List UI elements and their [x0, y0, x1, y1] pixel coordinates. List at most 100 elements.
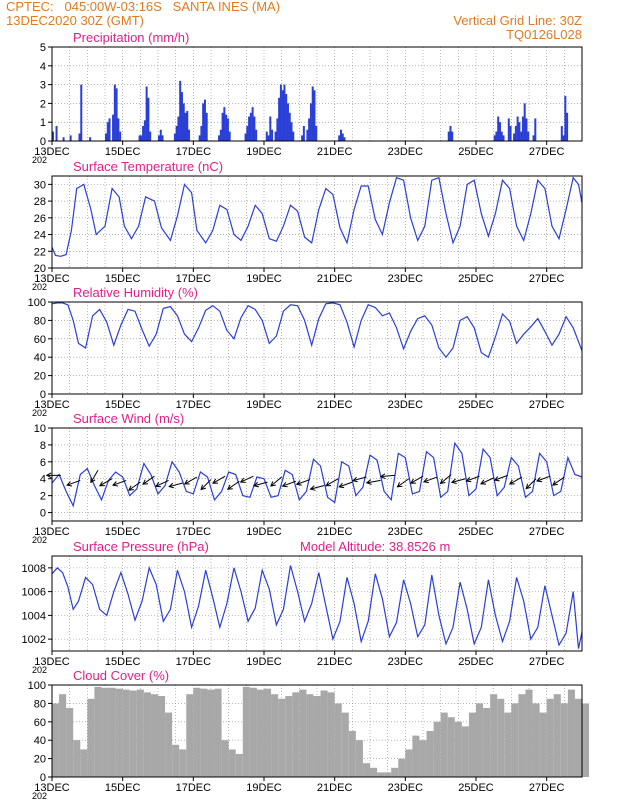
y-tick-label: 3: [40, 80, 46, 92]
cloud-bar: [129, 690, 137, 777]
y-tick-label: 4: [40, 61, 46, 73]
precip-bar: [179, 80, 182, 141]
cloud-bar: [440, 712, 448, 777]
precip-bar: [117, 118, 120, 141]
precip-bar: [269, 116, 272, 141]
x-tick-label: 21DEC: [317, 273, 353, 285]
x-tick-label: 15DEC: [105, 399, 141, 411]
x-tick-label: 19DEC: [246, 656, 282, 668]
cloud-bar: [384, 772, 392, 777]
wind-arrow: [525, 478, 537, 490]
panel-frame: [51, 175, 583, 269]
cloud-bar: [292, 692, 300, 777]
x-corner-label: 202: [32, 408, 47, 418]
panel-frame: [51, 301, 583, 395]
header-grid-line: Vertical Grid Line: 30Z: [453, 13, 582, 28]
precip-bar: [108, 118, 111, 141]
panel-3: 0 2 4 6 8 10 13DEC 15DEC 17DEC 19DEC 21DEC 23DEC 25D…: [32, 411, 583, 545]
cloud-bar: [476, 703, 484, 777]
cloud-bar: [426, 731, 434, 777]
x-tick-label: 17DEC: [176, 146, 212, 158]
y-tick-label: 2: [40, 98, 46, 110]
precip-bar: [223, 107, 226, 141]
precip-bar: [248, 116, 251, 141]
cloud-bar: [341, 712, 349, 777]
cloud-bar: [158, 696, 166, 777]
precip-bar: [279, 84, 282, 141]
wind-arrow: [309, 485, 325, 491]
precip-bar: [140, 135, 143, 141]
header-model: TQ0126L028: [506, 27, 582, 42]
precip-bar: [534, 118, 537, 141]
x-tick-label: 23DEC: [388, 273, 424, 285]
precip-bar: [177, 116, 180, 141]
precip-bar: [451, 131, 454, 141]
cloud-bar: [405, 749, 413, 777]
wind-arrow: [281, 480, 296, 488]
precip-bar: [292, 131, 295, 141]
y-tick-label: 100: [28, 297, 46, 309]
precip-bar: [221, 112, 224, 141]
precip-bar: [513, 133, 516, 141]
cloud-bar: [497, 698, 505, 777]
cloud-bar: [370, 767, 378, 777]
precip-bar: [265, 131, 268, 141]
x-tick-label: 27DEC: [529, 782, 565, 794]
x-corner-label: 202: [32, 535, 47, 545]
y-tick-label: 1008: [22, 563, 46, 575]
wind-arrow: [295, 479, 311, 486]
x-tick-label: 23DEC: [388, 399, 424, 411]
precip-bar: [105, 133, 107, 141]
series-line: [51, 176, 583, 257]
precip-bar: [184, 112, 187, 141]
cloud-bar: [186, 694, 194, 777]
x-tick-label: 13DEC: [34, 782, 70, 794]
y-tick-label: 0: [40, 508, 46, 520]
x-tick-label: 21DEC: [317, 399, 353, 411]
wind-arrow: [226, 480, 240, 490]
y-tick-label: 1006: [22, 587, 46, 599]
cloud-bar: [567, 689, 575, 777]
wind-arrow: [90, 470, 99, 484]
x-tick-label: 17DEC: [176, 782, 212, 794]
cloud-bar: [546, 698, 554, 777]
cloud-bar: [207, 689, 215, 777]
wind-arrow: [439, 474, 452, 485]
precip-bar: [286, 103, 289, 141]
x-tick-label: 21DEC: [317, 526, 353, 538]
x-tick-label: 23DEC: [388, 656, 424, 668]
precip-bar: [308, 118, 311, 141]
cloud-bar: [108, 687, 116, 777]
x-tick-label: 21DEC: [317, 146, 353, 158]
precip-bar: [285, 94, 288, 141]
precip-bar: [106, 122, 109, 141]
wind-arrow: [239, 475, 254, 483]
precip-bar: [149, 131, 152, 141]
cloud-bar: [412, 735, 420, 777]
x-tick-label: 25DEC: [458, 526, 494, 538]
precip-bar: [119, 131, 122, 141]
wind-arrow: [465, 475, 480, 483]
precip-bar: [502, 135, 505, 141]
precip-bar: [112, 114, 115, 141]
precip-bar: [507, 118, 510, 141]
cloud-bar: [483, 708, 491, 777]
wind-arrow: [142, 475, 155, 485]
cloud-bar: [433, 721, 441, 777]
wind-arrow: [154, 479, 169, 488]
cloud-bar: [518, 694, 526, 777]
precip-bar: [253, 116, 256, 141]
y-tick-label: 24: [34, 230, 46, 242]
y-tick-label: 1004: [22, 610, 46, 622]
precip-bar: [301, 135, 304, 141]
wind-arrow: [552, 476, 565, 486]
precip-bar: [449, 125, 452, 141]
x-tick-label: 27DEC: [529, 526, 565, 538]
wind-arrow: [480, 477, 494, 485]
cloud-bar: [101, 687, 109, 777]
panel-title: Surface Wind (m/s): [73, 411, 184, 426]
precip-bar: [518, 122, 521, 141]
precip-bar: [173, 133, 176, 141]
x-tick-label: 21DEC: [317, 656, 353, 668]
cloud-bar: [172, 744, 180, 777]
